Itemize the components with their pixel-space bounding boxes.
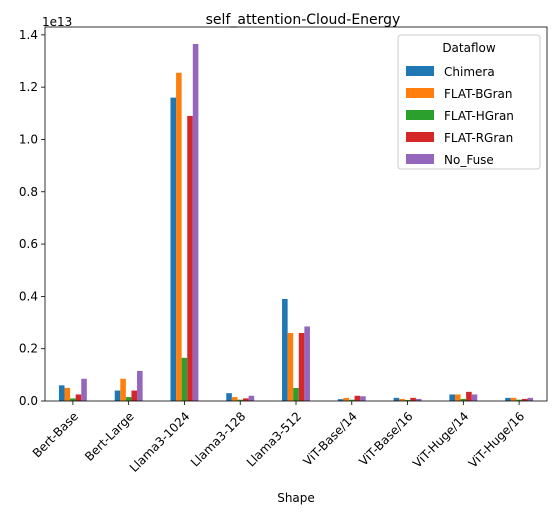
bar-chimera — [282, 299, 288, 401]
bar-flat-hgran — [404, 399, 411, 401]
bar-no-fuse — [360, 396, 366, 401]
bar-flat-bgran — [64, 387, 71, 401]
bar-flat-rgran — [131, 390, 138, 401]
y-tick-label: 1.0 — [19, 132, 38, 146]
bar-chimera — [449, 394, 455, 401]
x-tick-label: Bert-Large — [82, 409, 137, 464]
y-tick-label: 0.0 — [19, 394, 38, 408]
bar-flat-hgran — [460, 398, 467, 401]
bar-flat-bgran — [231, 397, 238, 401]
bar-no-fuse — [81, 378, 87, 401]
legend-entry: FLAT-BGran — [444, 87, 512, 101]
bar-flat-rgran — [75, 394, 82, 401]
y-axis: 0.0 0.2 0.4 0.6 0.8 1.0 1.2 1.4 — [19, 28, 45, 408]
bar-flat-rgran — [410, 397, 416, 401]
bar-chimera — [393, 397, 400, 401]
chart-title: self_attention-Cloud-Energy — [206, 12, 401, 28]
bar-flat-hgran — [293, 387, 299, 401]
x-tick-label: ViT-Base/16 — [356, 409, 415, 468]
bar-no-fuse — [137, 370, 143, 401]
x-axis-label: Shape — [277, 491, 315, 505]
bar-flat-hgran — [70, 398, 76, 401]
bar-flat-hgran — [125, 397, 132, 401]
legend-entry: Chimera — [444, 65, 495, 79]
bar-flat-hgran — [348, 399, 355, 401]
bar-chimera — [337, 399, 344, 401]
bar-chimera — [226, 393, 232, 401]
legend-swatch — [406, 66, 434, 76]
y-tick-label: 1.2 — [19, 80, 38, 94]
y-tick-label: 0.2 — [19, 342, 38, 356]
plot-frame — [44, 26, 548, 402]
legend-swatch — [406, 132, 434, 142]
legend-entry: No_Fuse — [444, 153, 494, 167]
bar-flat-bgran — [454, 394, 461, 401]
bar-chimera — [505, 397, 511, 401]
x-tick-label: ViT-Base/14 — [301, 409, 360, 468]
bar-no-fuse — [415, 398, 422, 401]
y-tick-label: 0.8 — [19, 185, 38, 199]
bar-chimera — [170, 97, 177, 401]
legend: Dataflow Chimera FLAT-BGran FLAT-HGran FLAT-… — [397, 34, 541, 170]
bar-flat-hgran — [181, 357, 188, 401]
bar-flat-bgran — [176, 72, 182, 402]
y-tick-label: 0.4 — [19, 289, 38, 303]
y-tick-label: 1.4 — [19, 28, 38, 42]
bar-chimera — [58, 385, 65, 401]
bar-flat-rgran — [187, 115, 193, 401]
bar-flat-bgran — [343, 397, 349, 401]
y-tick-label: 0.6 — [19, 237, 38, 251]
bar-no-fuse — [192, 44, 199, 401]
legend-entry: FLAT-RGran — [444, 131, 513, 145]
bars-group — [58, 44, 534, 402]
bar-flat-rgran — [354, 395, 361, 401]
y-offset-label: 1e13 — [42, 15, 72, 29]
legend-swatch — [406, 88, 434, 98]
x-tick-label: Bert-Base — [30, 409, 81, 460]
bar-flat-hgran — [516, 399, 522, 401]
bar-chimera — [114, 390, 121, 401]
x-axis: Bert-Base Bert-LargeLlama3-1024Llama3-128… — [30, 401, 527, 475]
legend-swatch — [406, 110, 434, 120]
bar-flat-rgran — [298, 333, 305, 401]
legend-box — [397, 34, 541, 170]
legend-title: Dataflow — [442, 41, 496, 55]
bar-flat-rgran — [243, 398, 249, 401]
bar-flat-rgran — [521, 398, 528, 401]
bar-flat-bgran — [287, 333, 294, 401]
bar-flat-bgran — [510, 397, 517, 401]
legend-swatch — [406, 154, 434, 164]
legend-entry: FLAT-HGran — [444, 109, 514, 123]
bar-flat-hgran — [237, 399, 244, 401]
bar-no-fuse — [304, 326, 310, 401]
x-tick-label: Llama3-512 — [244, 409, 304, 469]
bar-no-fuse — [471, 394, 478, 401]
x-tick-label: ViT-Huge/14 — [410, 409, 471, 470]
bar-flat-rgran — [466, 391, 472, 401]
x-tick-label: Llama3-128 — [188, 409, 248, 469]
bar-no-fuse — [248, 395, 255, 401]
bar-no-fuse — [527, 397, 534, 401]
bar-flat-bgran — [399, 398, 405, 401]
x-tick-label: ViT-Huge/16 — [466, 409, 527, 470]
bar-flat-bgran — [120, 378, 126, 401]
